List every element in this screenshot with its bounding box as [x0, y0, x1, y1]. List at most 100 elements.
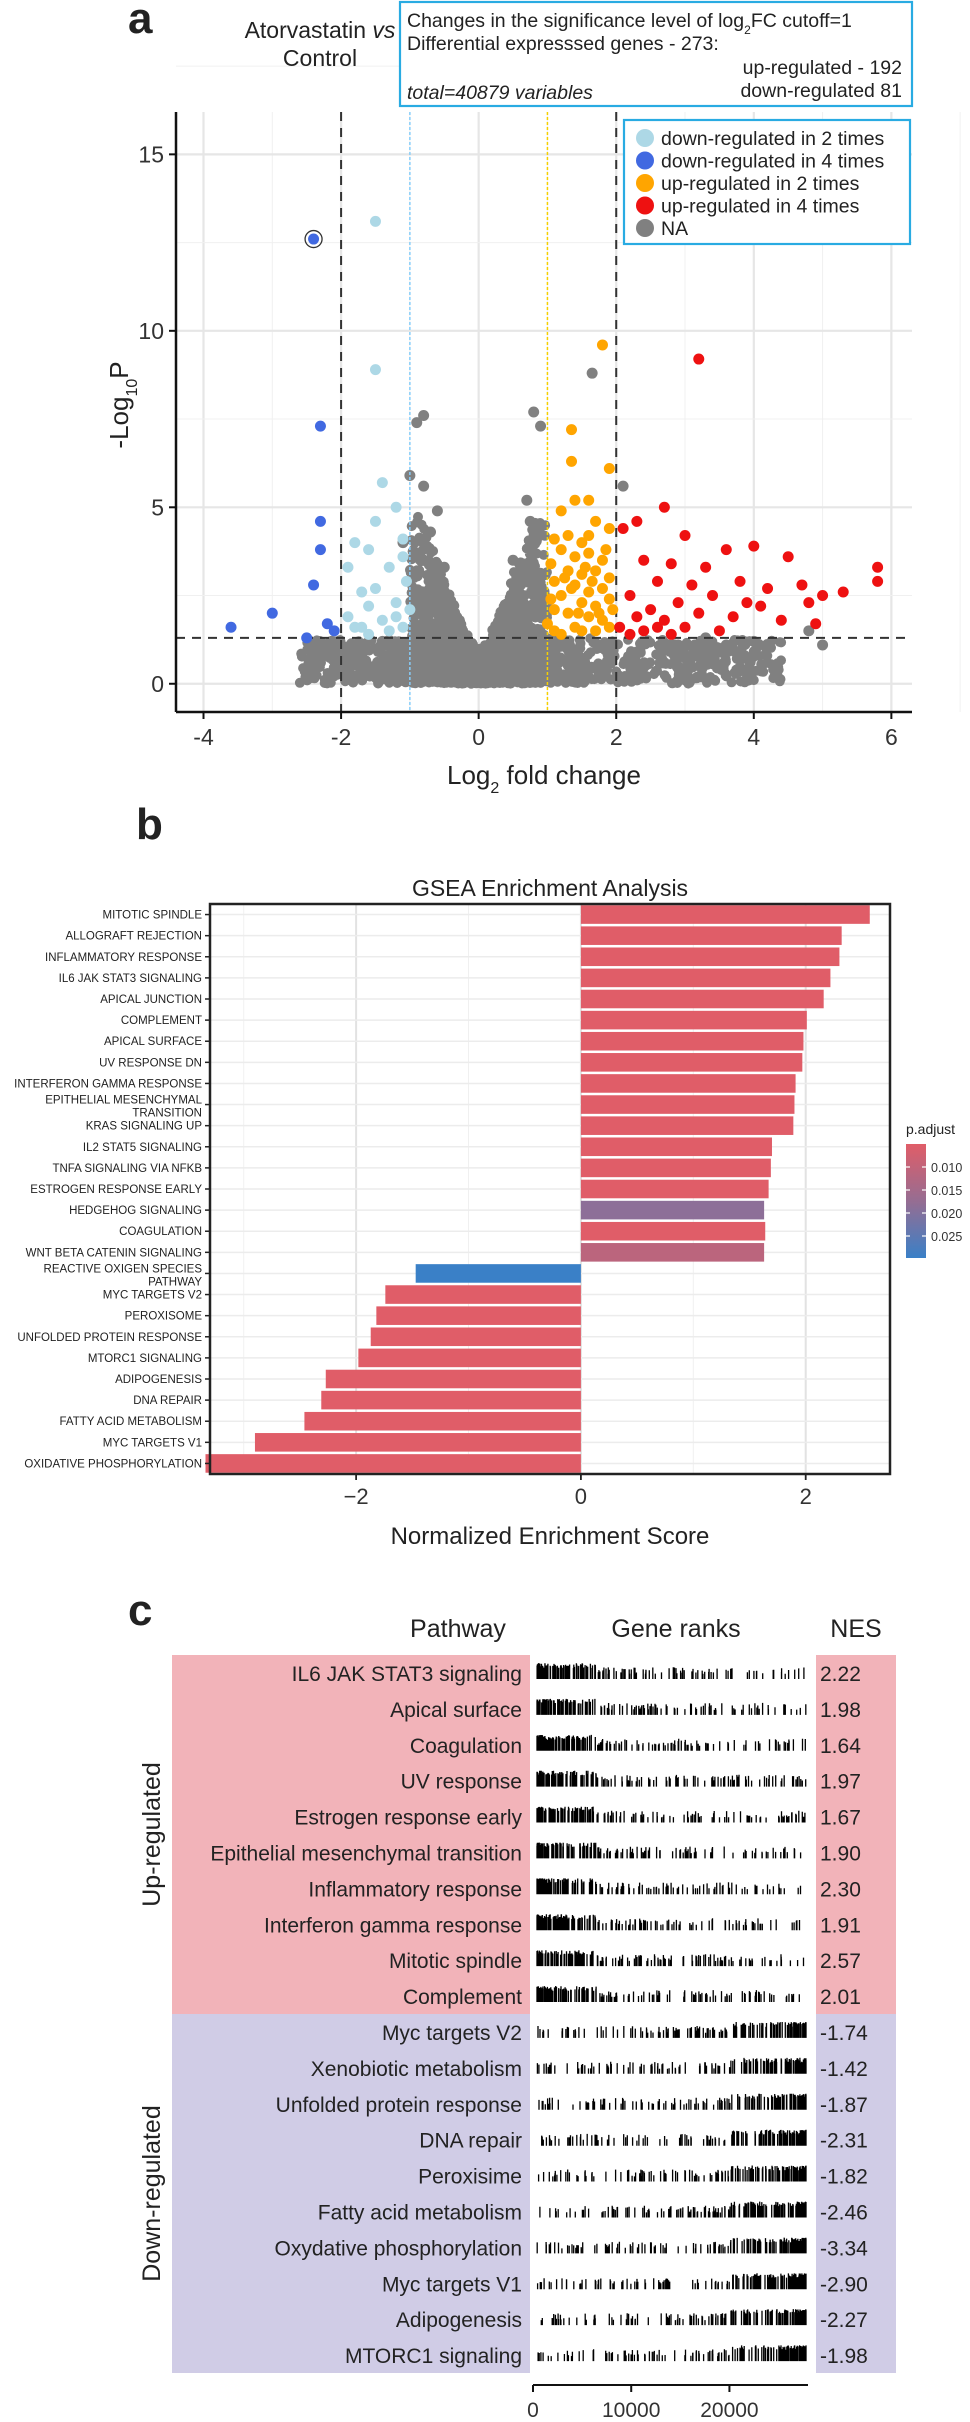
pathway-name: MTORC1 signaling [345, 2345, 522, 2368]
comparison-title-line2: Control [283, 45, 357, 71]
point-up2 [562, 530, 574, 542]
nes-value: -1.98 [820, 2345, 868, 2368]
point-down4 [301, 632, 313, 644]
point-up2 [579, 561, 591, 573]
gsea-bar [580, 1010, 807, 1030]
point-up4 [796, 579, 808, 591]
gsea-category-label: ADIPOGENESIS [115, 1374, 202, 1386]
legend-swatch [636, 129, 654, 147]
gsea-bar [580, 1200, 765, 1220]
na-point [672, 639, 684, 651]
point-up4 [658, 501, 670, 513]
point-up4 [817, 590, 829, 602]
header-pathway: Pathway [410, 1615, 506, 1643]
na-point [314, 657, 326, 669]
gene-rank-barcode [536, 1698, 807, 1715]
na-point [535, 420, 547, 432]
point-up4 [672, 597, 684, 609]
volcano-legend: down-regulated in 2 timesdown-regulated … [622, 118, 912, 246]
point-up2 [562, 607, 574, 619]
gsea-category-label: UV RESPONSE DN [99, 1057, 202, 1069]
na-point [617, 480, 629, 492]
x-tick-label: 0 [472, 724, 485, 750]
point-down4 [314, 420, 326, 432]
point-up4 [665, 628, 677, 640]
down-group-background [172, 2014, 530, 2373]
na-point [631, 646, 643, 658]
gsea-bar [580, 1158, 771, 1178]
nes-value: 1.97 [820, 1771, 861, 1794]
legend-swatch [636, 174, 654, 192]
down-nes-background [816, 2014, 896, 2373]
gsea-bar [580, 905, 870, 924]
point-up2 [603, 522, 615, 534]
gene-rank-barcode [539, 2201, 807, 2218]
pathway-name: Unfolded protein response [276, 2094, 522, 2117]
gene-rank-barcode [536, 1806, 806, 1823]
point-up2 [593, 607, 605, 619]
gsea-title: GSEA Enrichment Analysis [412, 875, 688, 901]
point-up4 [693, 353, 705, 365]
point-down4 [314, 515, 326, 527]
gsea-bar [580, 1137, 772, 1157]
significant-points-layer [225, 215, 884, 644]
point-down2 [390, 611, 402, 623]
point-up2 [548, 533, 560, 545]
gsea-bar [325, 1369, 581, 1389]
colorbar [906, 1144, 926, 1258]
nes-value: -1.87 [820, 2094, 868, 2117]
pathway-name: Complement [403, 1986, 522, 2009]
point-up4 [624, 590, 636, 602]
point-up2 [590, 625, 602, 637]
point-down2 [397, 551, 409, 563]
gsea-category-label: COMPLEMENT [121, 1015, 202, 1027]
point-up4 [638, 625, 650, 637]
point-down2 [363, 628, 375, 640]
info-down: down-regulated 81 [740, 80, 902, 102]
gene-rank-barcode [536, 1663, 805, 1679]
pathway-name: UV response [401, 1771, 522, 1794]
gsea-bar [580, 1031, 804, 1051]
info-line2: Differential expresssed genes - 273: [407, 33, 719, 55]
legend-label: NA [661, 218, 688, 240]
gene-rank-barcode [536, 1770, 807, 1787]
na-point [425, 526, 437, 538]
volcano-axes: -4 -2 0 2 4 6 0 5 10 15 Log2 fold change -Log10P [104, 112, 912, 797]
point-down2 [400, 575, 412, 587]
legend-title: p.adjust [906, 1121, 955, 1137]
gsea-category-label: MITOTIC SPINDLE [103, 910, 203, 922]
na-point [586, 367, 598, 379]
pathway-name: Estrogen response early [294, 1807, 522, 1830]
point-up4 [631, 515, 643, 527]
point-up2 [569, 494, 581, 506]
point-up2 [559, 572, 571, 584]
point-up4 [658, 614, 670, 626]
point-up4 [741, 597, 753, 609]
point-up2 [603, 572, 615, 584]
gsea-bar [580, 1095, 795, 1114]
na-point [418, 480, 430, 492]
nes-value: 1.98 [820, 1699, 861, 1722]
point-up2 [583, 494, 595, 506]
comparison-title-line1: Atorvastatin vs [245, 17, 396, 43]
gsea-bar [358, 1348, 581, 1368]
point-down2 [383, 625, 395, 637]
x-tick-label: 0 [527, 2399, 539, 2422]
highlighted-point-ring [304, 229, 323, 249]
na-point [411, 417, 423, 429]
point-up2 [586, 575, 598, 587]
legend-swatch [636, 151, 654, 170]
gene-rank-barcode [536, 1734, 806, 1751]
point-up4 [782, 551, 794, 563]
nes-value: 2.22 [820, 1663, 861, 1686]
group-label-down: Down-regulated [138, 2105, 166, 2282]
point-down2 [376, 477, 388, 489]
pathway-name: Xenobiotic metabolism [311, 2058, 522, 2081]
point-down2 [369, 582, 381, 594]
nes-value: -3.34 [820, 2237, 868, 2260]
nes-value: 1.90 [820, 1842, 861, 1865]
group-label-up: Up-regulated [138, 1762, 166, 1907]
pathway-name: Apical surface [390, 1699, 522, 1722]
point-up2 [576, 537, 588, 549]
point-down4 [308, 233, 320, 245]
